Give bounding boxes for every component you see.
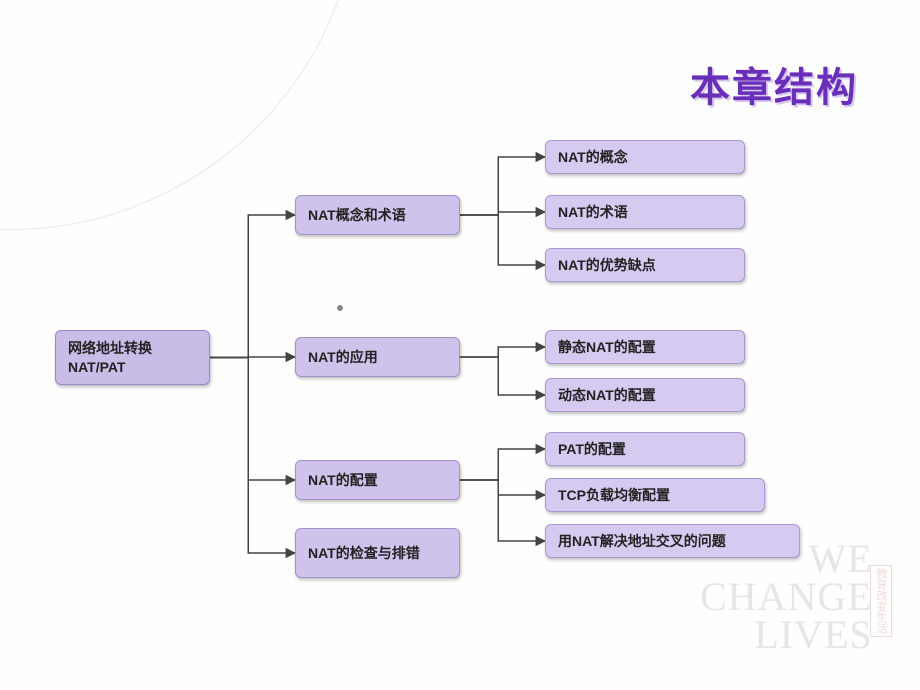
- edge-root-m3: [210, 358, 295, 481]
- edge-m3-l6: [460, 449, 545, 480]
- tree-node-m4: NAT的检查与排错: [295, 528, 460, 578]
- edge-root-m1: [210, 215, 295, 358]
- tree-node-l2: NAT的术语: [545, 195, 745, 229]
- edge-m3-l7: [460, 480, 545, 495]
- tree-node-l4: 静态NAT的配置: [545, 330, 745, 364]
- edge-m2-l4: [460, 347, 545, 357]
- edge-root-m2: [210, 357, 295, 358]
- tree-node-l3: NAT的优势缺点: [545, 248, 745, 282]
- edge-m1-l1: [460, 157, 545, 215]
- seal-text: 教育改变生活: [875, 568, 887, 634]
- tree-node-m1: NAT概念和术语: [295, 195, 460, 235]
- edge-m1-l2: [460, 212, 545, 215]
- watermark-line: LIVES: [700, 616, 873, 654]
- page-title: 本章结构: [690, 55, 858, 113]
- seal-stamp: 教育改变生活: [870, 565, 892, 637]
- edge-m1-l3: [460, 215, 545, 265]
- edge-m2-l5: [460, 357, 545, 395]
- tree-node-root: 网络地址转换 NAT/PAT: [55, 330, 210, 385]
- decorative-dot: [337, 305, 343, 311]
- edge-m3-l8: [460, 480, 545, 541]
- tree-node-l5: 动态NAT的配置: [545, 378, 745, 412]
- tree-node-m2: NAT的应用: [295, 337, 460, 377]
- watermark-line: CHANGE: [700, 578, 873, 616]
- tree-node-m3: NAT的配置: [295, 460, 460, 500]
- tree-node-l7: TCP负载均衡配置: [545, 478, 765, 512]
- watermark-line: WE: [700, 540, 873, 578]
- watermark: WE CHANGE LIVES: [700, 540, 873, 654]
- tree-node-l6: PAT的配置: [545, 432, 745, 466]
- page-title-text: 本章结构: [690, 66, 858, 110]
- tree-node-l1: NAT的概念: [545, 140, 745, 174]
- edge-root-m4: [210, 358, 295, 554]
